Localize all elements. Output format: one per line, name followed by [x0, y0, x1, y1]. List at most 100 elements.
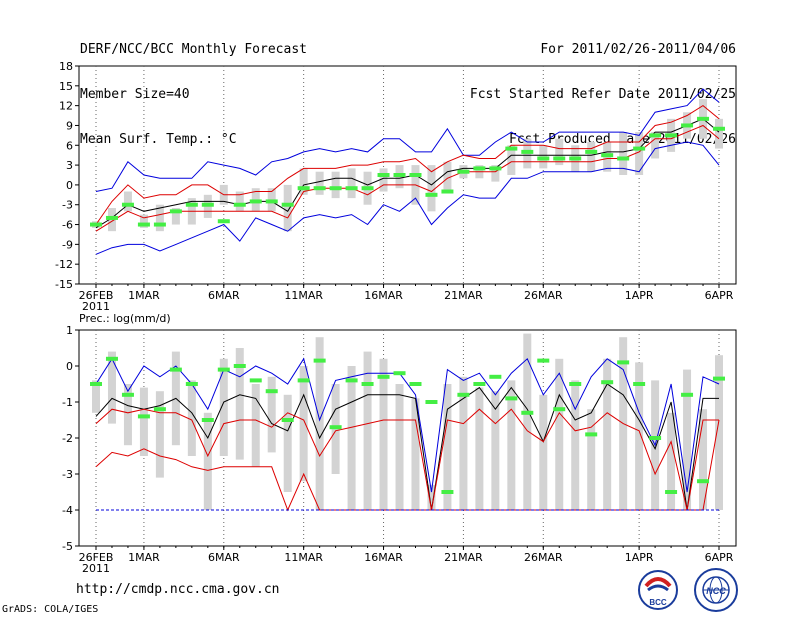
temp-x-tick-label: 11MAR [284, 289, 323, 302]
prec-spread-box [443, 384, 452, 510]
temp-series-min-line [95, 141, 720, 255]
temp-observed-marker [313, 186, 326, 191]
prec-spread-box [459, 376, 468, 510]
temp-y-tick-label: 9 [66, 119, 73, 132]
prec-x-tick-label: 16MAR [364, 551, 403, 564]
prec-spread-box [411, 398, 420, 510]
prec-observed-marker [265, 389, 278, 394]
prec-observed-marker [665, 490, 678, 494]
temp-y-tick-label: -12 [55, 258, 73, 271]
prec-spread-box [571, 380, 580, 510]
temp-y-tick-label: 15 [59, 80, 73, 93]
temp-spread-box [555, 138, 564, 166]
chart-source-title: DERF/NCC/BCC Monthly Forecast [80, 42, 307, 57]
prec-spread-box [267, 376, 276, 453]
temp-observed-marker [569, 156, 582, 161]
temp-spread-box [347, 168, 356, 199]
prec-observed-marker [185, 382, 198, 386]
temp-spread-box [299, 168, 308, 195]
source-url: http://cmdp.ncc.cma.gov.cn [76, 582, 280, 597]
temp-x-tick-label: 16MAR [364, 289, 403, 302]
prec-observed-marker [713, 376, 725, 381]
temp-y-tick-label: -15 [55, 278, 73, 291]
logos: BCC NCC [638, 568, 738, 612]
prec-spread-box [699, 409, 708, 510]
prec-spread-box [347, 366, 356, 510]
prec-x-tick-label: 6APR [705, 551, 734, 564]
temp-x-tick-label: 21MAR [444, 289, 483, 302]
prec-x-tick-label: 26MAR [524, 551, 563, 564]
temp-series-upper-line [95, 104, 720, 225]
prec-observed-marker [697, 479, 710, 484]
temp-observed-marker [185, 202, 198, 207]
temp-observed-marker [537, 156, 550, 161]
grads-credit: GrADS: COLA/IGES [2, 604, 99, 615]
prec-x-tick-label: 1MAR [128, 551, 160, 564]
temp-spread-box [315, 171, 324, 195]
temp-spread-box [443, 161, 452, 192]
prec-spread-box [587, 409, 596, 510]
started-refer-date: Fcst Started Refer Date 2011/02/25 [469, 87, 736, 102]
temp-observed-marker [153, 222, 166, 227]
prec-observed-marker [425, 400, 438, 404]
temp-x-tick-label: 6MAR [208, 289, 240, 302]
temp-observed-marker [521, 149, 534, 154]
prec-observed-marker [313, 358, 326, 363]
prec-spread-box [379, 358, 388, 510]
prec-spread-box [667, 412, 676, 510]
prec-observed-marker [489, 374, 502, 379]
temp-spread-box [171, 208, 180, 225]
prec-observed-marker [361, 382, 374, 386]
temp-observed-marker [617, 156, 630, 161]
temp-spread-box [715, 118, 723, 149]
prec-observed-marker [121, 392, 134, 397]
temp-observed-marker [425, 192, 438, 197]
prec-spread-box [251, 384, 260, 467]
temp-observed-marker [713, 126, 725, 131]
prec-observed-marker [569, 382, 582, 386]
prec-panel-title: Prec.: log(mm/d) [79, 312, 171, 325]
temp-series-lower-line [95, 124, 720, 232]
temp-observed-marker [473, 166, 486, 171]
prec-spread-box [683, 369, 692, 510]
temp-observed-marker [329, 186, 342, 191]
prec-observed-marker [633, 382, 646, 386]
temp-series-max-line [95, 88, 720, 192]
prec-y-tick-label: -4 [62, 504, 73, 517]
temp-y-tick-label: 3 [66, 159, 73, 172]
bcc-logo: BCC [638, 570, 678, 610]
temp-observed-marker [553, 156, 566, 161]
prec-spread-box [395, 384, 404, 510]
prec-x-tick-year: 2011 [82, 562, 110, 575]
temp-observed-marker [377, 173, 390, 177]
prec-spread-box [92, 380, 100, 413]
prec-spread-box [475, 387, 484, 510]
prec-observed-marker [457, 392, 470, 397]
temp-spread-box [155, 204, 164, 232]
temp-spread-box [235, 191, 244, 212]
temp-x-tick-year: 2011 [82, 300, 110, 313]
temp-spread-box [379, 168, 388, 192]
temp-y-tick-label: 12 [59, 100, 73, 113]
prec-spread-box [427, 484, 436, 510]
prec-series-p_hi-line [95, 408, 719, 511]
prec-spread-box [523, 333, 532, 510]
prec-x-tick-label: 6MAR [208, 551, 240, 564]
prec-y-tick-label: -3 [62, 468, 73, 481]
prec-spread-box [603, 358, 612, 510]
temp-spread-box [123, 191, 132, 212]
variable-label: Mean Surf. Temp.: °C [80, 132, 237, 147]
prec-y-tick-label: -5 [62, 540, 73, 553]
temp-observed-marker [281, 202, 294, 207]
prec-spread-box [235, 348, 244, 460]
temp-observed-marker [601, 153, 614, 158]
prec-observed-marker [217, 367, 230, 372]
prec-observed-marker [473, 382, 486, 386]
prec-spread-box [283, 394, 292, 492]
prec-observed-marker [137, 414, 150, 419]
prec-observed-marker [249, 378, 262, 383]
prec-observed-marker [153, 407, 166, 412]
temp-spread-box [619, 132, 628, 175]
temp-y-tick-label: 18 [59, 60, 73, 73]
temp-observed-marker [265, 199, 278, 204]
